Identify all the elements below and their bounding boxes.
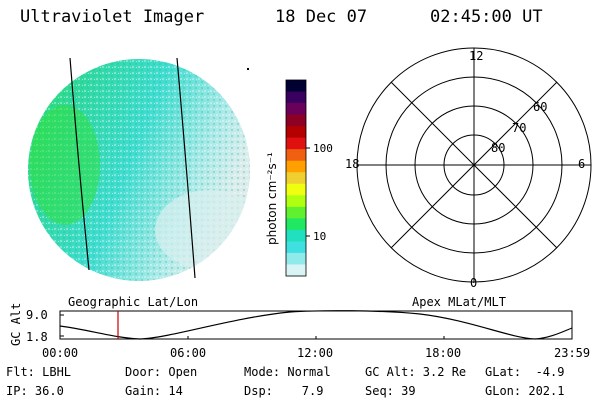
gc-alt-info: GC Alt: 3.2 Re — [365, 365, 467, 379]
altitude-curve — [59, 310, 573, 340]
y-tick-9: 9.0 — [26, 308, 48, 322]
ip-info: IP: 36.0 — [6, 384, 64, 398]
altitude-plot-frame — [59, 310, 573, 340]
colorbar-unit-label: photon cm⁻²s⁻¹ — [265, 152, 279, 245]
instrument-title: Ultraviolet Imager — [20, 7, 205, 27]
color-bar-band — [286, 252, 306, 265]
x-tick-0000: 00:00 — [42, 346, 78, 360]
clock-label-0: 0 — [470, 276, 477, 290]
color-bar-band — [286, 218, 306, 231]
clock-label-12: 12 — [469, 49, 483, 63]
door-info: Door: Open — [125, 365, 198, 379]
date-label: 18 Dec 07 — [275, 7, 368, 27]
x-tick-1800: 18:00 — [425, 346, 461, 360]
color-bar-band — [286, 229, 306, 242]
apex-caption: Apex MLat/MLT — [412, 295, 506, 309]
geographic-caption: Geographic Lat/Lon — [68, 295, 198, 309]
y-tick-1.8: 1.8 — [26, 330, 48, 344]
color-bar-band — [286, 172, 306, 185]
mode-info: Mode: Normal — [244, 365, 331, 379]
color-bar-band — [286, 114, 306, 127]
color-bar-band — [286, 160, 306, 173]
earth-image — [28, 57, 250, 281]
clock-label-18: 18 — [345, 157, 359, 171]
meridian-line-right — [176, 57, 196, 279]
corner-mark — [247, 68, 249, 70]
polar-grid — [356, 47, 592, 283]
color-bar-band — [286, 137, 306, 150]
color-bar — [286, 80, 306, 277]
color-bar-band — [286, 241, 306, 254]
color-bar-band — [286, 195, 306, 208]
time-label: 02:45:00 UT — [430, 7, 543, 27]
colorbar-tick-label-10: 10 — [313, 230, 326, 243]
clock-label-6: 6 — [578, 157, 585, 171]
x-tick-2359: 23:59 — [554, 346, 590, 360]
colorbar-tick-label-100: 100 — [313, 142, 333, 155]
color-bar-band — [286, 91, 306, 104]
glat-info: GLat: -4.9 — [485, 365, 565, 379]
x-tick-1200: 12:00 — [297, 346, 333, 360]
meridian-line-left — [69, 57, 90, 271]
color-bar-band — [286, 126, 306, 139]
altitude-axis-label: GC Alt — [9, 303, 23, 346]
x-tick-0600: 06:00 — [170, 346, 206, 360]
glon-info: GLon: 202.1 — [485, 384, 565, 398]
color-bar-band — [286, 264, 306, 277]
color-bar-band — [286, 149, 306, 162]
filter-info: Flt: LBHL — [6, 365, 72, 379]
color-bar-band — [286, 80, 306, 93]
lat-label-60: 60 — [533, 100, 547, 114]
lat-label-70: 70 — [512, 121, 526, 135]
gain-info: Gain: 14 — [125, 384, 183, 398]
seq-info: Seq: 39 — [365, 384, 416, 398]
color-bar-band — [286, 103, 306, 116]
altitude-plot — [59, 310, 573, 340]
color-bar-frame — [285, 79, 307, 277]
dsp-info: Dsp: 7.9 — [244, 384, 324, 398]
lat-label-80: 80 — [491, 141, 505, 155]
color-bar-band — [286, 183, 306, 196]
color-bar-band — [286, 206, 306, 219]
